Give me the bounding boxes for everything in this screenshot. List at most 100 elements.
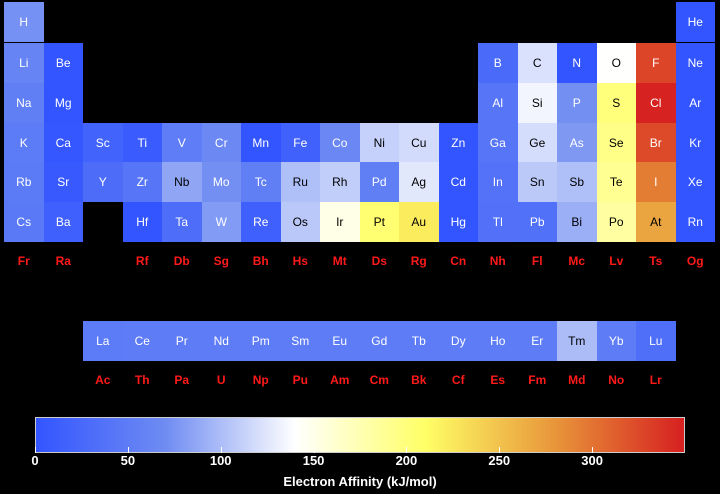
element-cell-cm: Cm bbox=[360, 360, 400, 400]
element-cell-sn: Sn bbox=[517, 162, 557, 202]
element-cell-n: N bbox=[557, 43, 597, 83]
element-symbol: Co bbox=[332, 136, 348, 150]
element-symbol: Pu bbox=[292, 373, 308, 387]
element-symbol: La bbox=[96, 334, 110, 348]
element-symbol: Hs bbox=[292, 254, 308, 268]
element-cell-sr: Sr bbox=[43, 162, 83, 202]
element-symbol: In bbox=[492, 175, 503, 189]
element-symbol: Fl bbox=[531, 254, 543, 268]
element-cell-rn: Rn bbox=[675, 202, 715, 242]
element-symbol: Og bbox=[686, 254, 704, 268]
element-symbol: Nb bbox=[174, 175, 190, 189]
element-cell-sc: Sc bbox=[83, 123, 123, 163]
element-cell-sg: Sg bbox=[202, 241, 242, 281]
element-symbol: Cs bbox=[16, 215, 32, 229]
element-cell-pu: Pu bbox=[281, 360, 321, 400]
element-cell-c: C bbox=[517, 43, 557, 83]
element-cell-in: In bbox=[478, 162, 518, 202]
element-symbol: Sm bbox=[291, 334, 310, 348]
element-symbol: Tm bbox=[568, 334, 586, 348]
element-cell-bh: Bh bbox=[241, 241, 281, 281]
element-cell-es: Es bbox=[478, 360, 518, 400]
element-cell-i: I bbox=[636, 162, 676, 202]
element-cell-cu: Cu bbox=[399, 123, 439, 163]
colorbar-tick-mark bbox=[220, 447, 222, 453]
element-cell-sb: Sb bbox=[557, 162, 597, 202]
element-symbol: F bbox=[652, 56, 660, 70]
element-symbol: Mt bbox=[332, 254, 347, 268]
element-cell-np: Np bbox=[241, 360, 281, 400]
element-symbol: W bbox=[215, 215, 227, 229]
element-symbol: N bbox=[572, 56, 582, 70]
colorbar-tick-mark bbox=[592, 447, 594, 453]
element-symbol: Rb bbox=[16, 175, 32, 189]
element-symbol: No bbox=[608, 373, 625, 387]
element-symbol: Er bbox=[531, 334, 544, 348]
element-symbol: Lv bbox=[609, 254, 624, 268]
element-cell-rf: Rf bbox=[123, 241, 163, 281]
element-cell-ts: Ts bbox=[636, 241, 676, 281]
colorbar-tick-label: 200 bbox=[395, 453, 418, 468]
element-cell-cf: Cf bbox=[439, 360, 479, 400]
element-cell-f: F bbox=[636, 43, 676, 83]
element-cell-si: Si bbox=[517, 83, 557, 123]
element-symbol: U bbox=[216, 373, 226, 387]
element-symbol: V bbox=[177, 136, 186, 150]
element-symbol: K bbox=[19, 136, 28, 150]
element-symbol: Tc bbox=[254, 175, 267, 189]
colorbar bbox=[35, 417, 685, 453]
element-cell-v: V bbox=[162, 123, 202, 163]
element-cell-ac: Ac bbox=[83, 360, 123, 400]
element-cell-ta: Ta bbox=[162, 202, 202, 242]
element-symbol: Th bbox=[134, 373, 150, 387]
element-symbol: Cf bbox=[451, 373, 465, 387]
element-cell-hf: Hf bbox=[122, 202, 162, 242]
element-symbol: Fe bbox=[293, 136, 308, 150]
element-cell-se: Se bbox=[596, 123, 636, 163]
element-symbol: Pr bbox=[175, 334, 188, 348]
element-symbol: S bbox=[612, 96, 621, 110]
element-cell-ne: Ne bbox=[675, 43, 715, 83]
element-symbol: Ra bbox=[55, 254, 71, 268]
element-symbol: P bbox=[572, 96, 581, 110]
element-cell-nd: Nd bbox=[201, 321, 241, 361]
element-symbol: Yb bbox=[608, 334, 624, 348]
element-symbol: Ag bbox=[411, 175, 427, 189]
element-symbol: Ne bbox=[687, 56, 703, 70]
element-symbol: Tb bbox=[411, 334, 426, 348]
element-cell-rb: Rb bbox=[4, 162, 44, 202]
element-symbol: Te bbox=[609, 175, 623, 189]
element-symbol: Ga bbox=[489, 136, 506, 150]
element-cell-u: U bbox=[202, 360, 242, 400]
element-symbol: Li bbox=[19, 56, 29, 70]
element-cell-po: Po bbox=[596, 202, 636, 242]
colorbar-tick-label: 0 bbox=[31, 453, 39, 468]
element-cell-rg: Rg bbox=[399, 241, 439, 281]
element-cell-ds: Ds bbox=[360, 241, 400, 281]
element-cell-nb: Nb bbox=[162, 162, 202, 202]
element-symbol: C bbox=[532, 56, 542, 70]
element-symbol: Ca bbox=[55, 136, 71, 150]
element-symbol: Nd bbox=[213, 334, 229, 348]
element-symbol: Hg bbox=[450, 215, 466, 229]
element-cell-au: Au bbox=[399, 202, 439, 242]
element-cell-zr: Zr bbox=[122, 162, 162, 202]
element-cell-h: H bbox=[4, 2, 44, 42]
element-symbol: Lu bbox=[649, 334, 663, 348]
element-symbol: O bbox=[611, 56, 621, 70]
element-cell-as: As bbox=[557, 123, 597, 163]
element-cell-s: S bbox=[596, 83, 636, 123]
element-symbol: Cn bbox=[450, 254, 467, 268]
element-symbol: Ti bbox=[137, 136, 148, 150]
element-cell-pd: Pd bbox=[359, 162, 399, 202]
element-cell-os: Os bbox=[280, 202, 320, 242]
element-cell-fe: Fe bbox=[280, 123, 320, 163]
element-cell-lu: Lu bbox=[636, 321, 676, 361]
element-symbol: Mg bbox=[54, 96, 72, 110]
element-symbol: Na bbox=[16, 96, 32, 110]
element-cell-kr: Kr bbox=[675, 123, 715, 163]
element-symbol: Np bbox=[252, 373, 269, 387]
element-cell-ba: Ba bbox=[43, 202, 83, 242]
element-symbol: Mo bbox=[212, 175, 230, 189]
element-cell-pm: Pm bbox=[241, 321, 281, 361]
